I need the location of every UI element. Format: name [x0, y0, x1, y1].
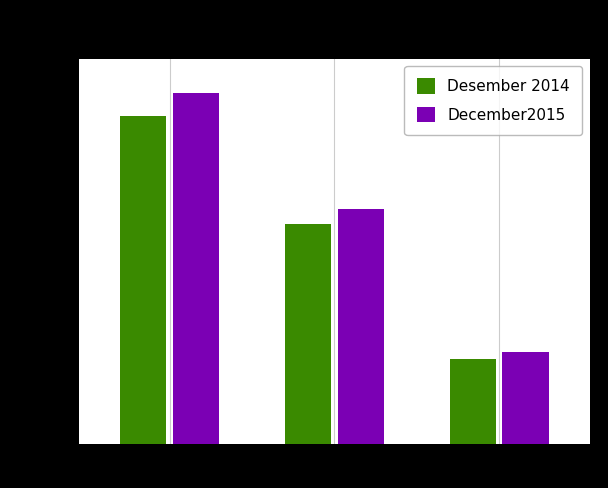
Bar: [285, 224, 331, 444]
Bar: [120, 117, 167, 444]
Bar: [173, 93, 219, 444]
Legend: Desember 2014, December2015: Desember 2014, December2015: [404, 66, 582, 135]
Bar: [502, 351, 548, 444]
Bar: [337, 209, 384, 444]
Bar: [450, 359, 496, 444]
